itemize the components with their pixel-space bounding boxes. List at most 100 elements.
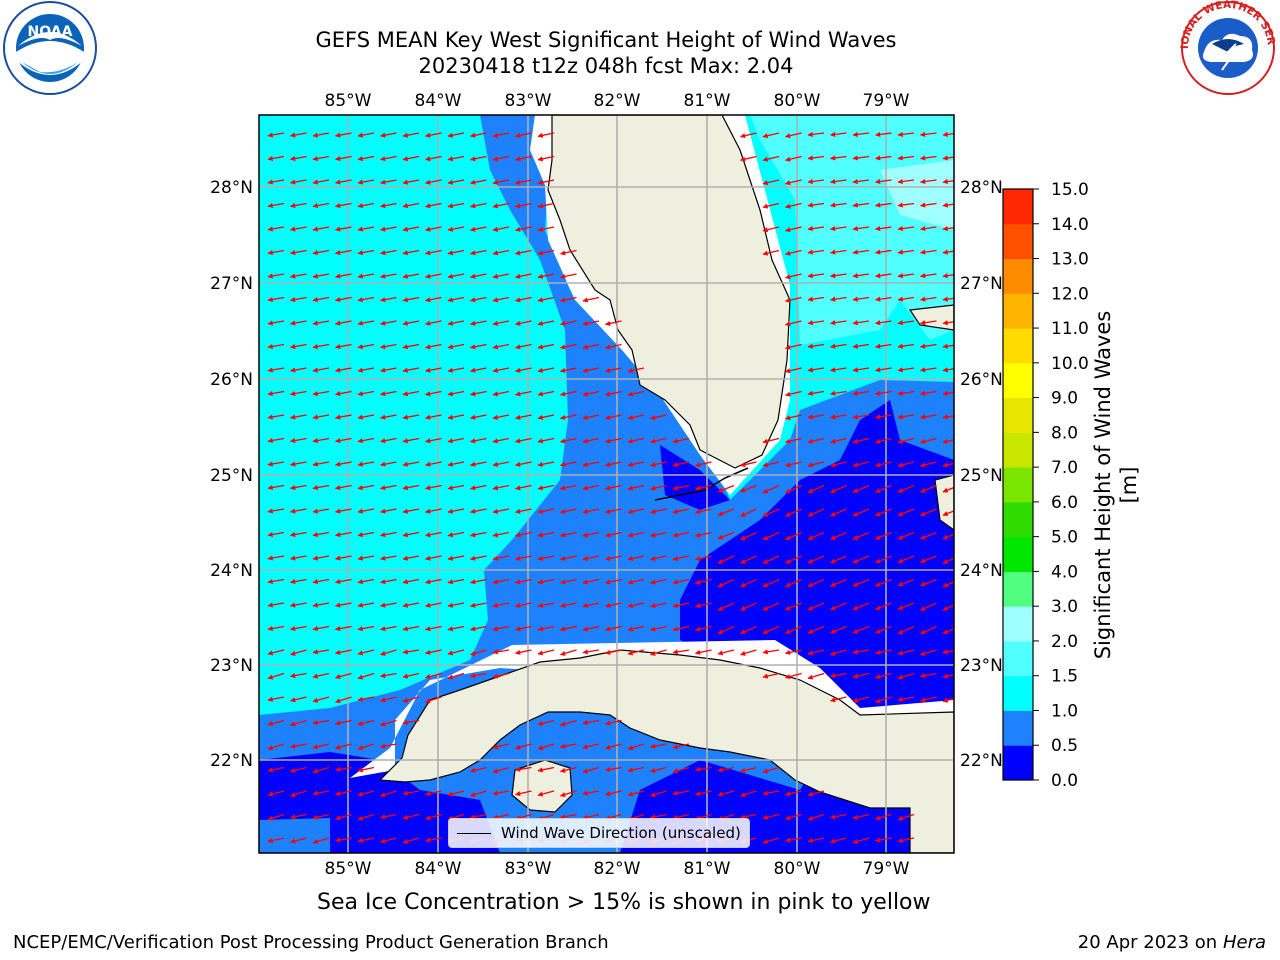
wind-wave-arrow bbox=[537, 320, 555, 326]
colorbar-tick-label: 0.0 bbox=[1051, 771, 1078, 791]
wind-wave-arrow bbox=[402, 602, 420, 608]
wind-wave-arrow bbox=[470, 790, 487, 798]
wind-wave-arrow bbox=[357, 719, 375, 726]
wind-wave-arrow bbox=[537, 578, 555, 585]
wind-wave-arrow bbox=[829, 696, 847, 703]
wind-wave-arrow bbox=[289, 249, 307, 256]
wind-wave-arrow bbox=[537, 414, 555, 420]
wind-wave-arrow bbox=[402, 461, 420, 467]
wind-wave-arrow bbox=[514, 367, 532, 373]
wind-wave-arrow bbox=[694, 602, 712, 609]
wind-wave-arrow bbox=[514, 743, 532, 750]
wind-wave-arrow bbox=[875, 696, 892, 704]
wind-wave-arrow bbox=[762, 484, 780, 494]
wind-wave-arrow bbox=[875, 555, 892, 564]
wind-wave-arrow bbox=[559, 766, 577, 773]
wind-wave-arrow bbox=[357, 461, 375, 467]
wind-wave-arrow bbox=[492, 508, 510, 514]
wind-wave-arrow bbox=[424, 813, 442, 821]
wind-wave-arrow bbox=[649, 578, 667, 585]
wind-wave-arrow bbox=[627, 367, 645, 374]
wind-wave-arrow bbox=[559, 578, 577, 585]
wind-wave-arrow bbox=[694, 461, 712, 468]
wind-wave-arrow bbox=[492, 625, 510, 632]
wind-wave-arrow bbox=[447, 508, 465, 514]
wind-wave-arrow bbox=[402, 390, 420, 397]
wind-wave-arrow bbox=[424, 531, 442, 538]
wind-wave-arrow bbox=[514, 343, 532, 350]
wind-wave-arrow bbox=[807, 155, 825, 161]
wind-wave-arrow bbox=[289, 202, 307, 209]
top-lon-tick: 85°W bbox=[325, 91, 372, 111]
wind-wave-arrow bbox=[559, 508, 577, 514]
colorbar-tick-label: 5.0 bbox=[1051, 528, 1078, 548]
wind-wave-arrow bbox=[829, 390, 847, 396]
wind-wave-arrow bbox=[649, 508, 667, 515]
wind-wave-arrow bbox=[942, 226, 954, 232]
wind-wave-arrow bbox=[807, 837, 825, 844]
wind-wave-arrow bbox=[897, 484, 915, 493]
wind-wave-arrow bbox=[919, 367, 937, 373]
wind-wave-arrow bbox=[379, 672, 397, 679]
wind-wave-arrow bbox=[807, 813, 825, 821]
wind-wave-arrow bbox=[604, 437, 622, 444]
colorbar-tick-label: 10.0 bbox=[1051, 354, 1089, 374]
wind-wave-arrow bbox=[582, 343, 600, 350]
wind-wave-arrow bbox=[402, 555, 420, 561]
wind-wave-arrow bbox=[424, 484, 442, 491]
wind-wave-arrow bbox=[829, 813, 847, 820]
wind-wave-arrow bbox=[784, 813, 802, 821]
wind-wave-arrow bbox=[537, 625, 555, 632]
wind-wave-arrow bbox=[942, 486, 954, 493]
wind-wave-arrow bbox=[289, 837, 307, 844]
wind-wave-arrow bbox=[762, 649, 780, 655]
wind-wave-arrow bbox=[402, 320, 420, 326]
wind-wave-arrow bbox=[672, 508, 690, 515]
wind-wave-arrow bbox=[492, 766, 510, 774]
footer-date: 20 Apr 2023 on Hera bbox=[1078, 932, 1266, 953]
wind-wave-arrow bbox=[267, 249, 285, 256]
wind-wave-arrow bbox=[267, 367, 285, 373]
wind-wave-arrow bbox=[334, 672, 352, 680]
wind-wave-arrow bbox=[807, 531, 825, 541]
wind-wave-arrow bbox=[402, 414, 420, 420]
wind-wave-arrow bbox=[604, 602, 622, 608]
wind-wave-arrow bbox=[267, 649, 285, 656]
wind-wave-arrow bbox=[604, 578, 622, 585]
wind-wave-arrow bbox=[807, 320, 825, 326]
wind-wave-arrow bbox=[762, 155, 780, 162]
wind-wave-arrow bbox=[942, 673, 954, 679]
wind-wave-arrow bbox=[514, 484, 532, 491]
wind-wave-arrow bbox=[897, 837, 915, 844]
wind-wave-arrow bbox=[357, 696, 375, 702]
wind-wave-arrow bbox=[897, 414, 915, 420]
map-title: GEFS MEAN Key West Significant Height of… bbox=[315, 28, 897, 52]
wind-wave-arrow bbox=[942, 510, 954, 516]
left-lat-tick: 25°N bbox=[210, 466, 253, 486]
wind-wave-arrow bbox=[829, 837, 847, 844]
wind-wave-arrow bbox=[762, 179, 780, 186]
wind-wave-arrow bbox=[357, 578, 375, 585]
wind-wave-arrow bbox=[807, 790, 825, 797]
wind-wave-arrow bbox=[380, 719, 397, 727]
wind-wave-arrow bbox=[379, 555, 397, 561]
wind-wave-arrow bbox=[919, 226, 937, 232]
wind-wave-arrow bbox=[604, 484, 622, 491]
wind-wave-arrow bbox=[807, 555, 825, 564]
wind-wave-arrow bbox=[942, 343, 954, 349]
colorbar-band bbox=[1003, 432, 1033, 468]
wind-wave-arrow bbox=[312, 696, 330, 703]
wind-wave-arrow bbox=[627, 508, 645, 515]
wind-wave-arrow bbox=[334, 414, 352, 420]
wind-wave-arrow bbox=[942, 367, 954, 373]
wind-wave-arrow bbox=[582, 390, 600, 397]
wind-wave-arrow bbox=[919, 461, 937, 468]
wind-wave-arrow bbox=[424, 555, 442, 561]
wind-wave-arrow bbox=[920, 602, 937, 611]
wind-wave-arrow bbox=[312, 343, 330, 350]
wind-wave-arrow bbox=[919, 414, 937, 420]
wind-wave-arrow bbox=[402, 226, 420, 232]
wind-wave-arrow bbox=[469, 672, 487, 679]
wind-wave-arrow bbox=[312, 672, 330, 679]
wind-wave-arrow bbox=[582, 414, 600, 420]
